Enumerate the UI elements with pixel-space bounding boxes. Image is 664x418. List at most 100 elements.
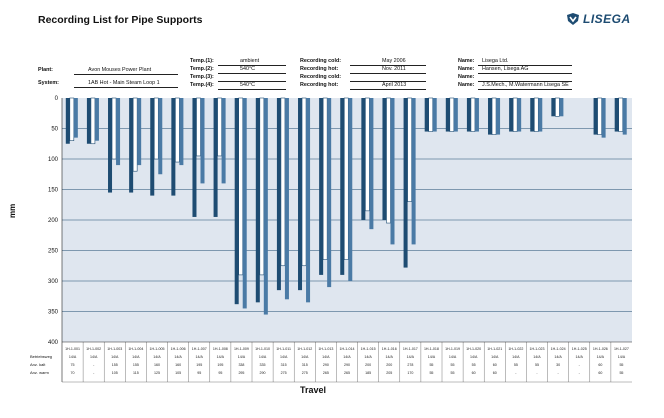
table-cell: 14/A [364,355,372,359]
table-cell: 14/A [301,355,309,359]
bar-design [411,98,416,245]
bar-design [622,98,627,135]
bar-design [432,98,437,132]
table-cell: 105 [175,371,181,375]
bar-cold [361,98,366,220]
table-cell: 14/A [238,355,246,359]
table-cell: 55 [619,371,623,375]
bar-cold [466,98,471,132]
table-cell: 200 [365,363,371,367]
x-axis-label: Travel [300,385,327,395]
bar-hot [597,97,602,135]
bar-cold [614,98,619,132]
table-cell: 315 [281,363,287,367]
name-1-underline [478,65,572,66]
bar-cold [65,98,70,144]
table-cell: 185 [365,371,371,375]
table-cell: 14/A [576,355,584,359]
table-cell: 14/A [280,355,288,359]
bar-hot [132,97,138,172]
bar-cold [234,98,239,305]
table-cell: 125 [154,371,160,375]
bar-hot [428,97,434,132]
temp-3-underline [218,81,286,82]
table-cell: 60 [472,371,476,375]
category-label: 1H-1-026 [593,347,608,351]
bar-hot [533,97,539,132]
bar-cold [171,98,176,196]
table-cell: - [93,363,95,367]
table-cell: 14/A [407,355,415,359]
table-cell: 14/A [90,355,98,359]
name-1-value: Lisega Ltd. [482,58,509,64]
table-cell: 335 [260,363,266,367]
recording-1-label: Recording cold: [300,58,342,64]
recording-4-underline [350,89,426,90]
bar-design [369,98,374,230]
bar-design [496,98,501,135]
bar-design [116,98,121,166]
y-tick-label: 250 [48,249,59,255]
y-tick-label: 350 [48,310,59,316]
table-row-label: Anz. kalt [30,362,46,367]
bar-cold [551,98,556,117]
recording-4-value: April 2013 [382,82,407,88]
bar-hot [386,97,391,224]
table-cell: 55 [429,363,433,367]
category-label: 1H-1-014 [340,347,355,351]
table-cell: 295 [238,371,244,375]
y-tick-label: 400 [48,340,59,346]
table-row-label: Betriebsweg [30,354,52,359]
bar-design [453,98,458,132]
category-label: 1H-1-018 [424,347,439,351]
bar-hot [555,97,560,117]
name-4-underline [478,89,572,90]
category-label: 1H-1-004 [128,347,143,351]
bar-hot [491,97,497,135]
table-cell: 60 [598,371,602,375]
temp-4-label: Temp.(4): [190,82,214,88]
category-label: 1H-1-006 [171,347,186,351]
category-label: 1H-1-013 [318,347,333,351]
bar-hot [322,97,328,260]
table-cell: 290 [323,363,329,367]
category-label: 1H-1-016 [382,347,397,351]
bar-cold [129,98,134,193]
bar-cold [255,98,260,303]
bar-cold [488,98,493,135]
table-cell: 14/A [533,355,541,359]
table-cell: 205 [386,371,392,375]
temp-2-label: Temp.(2): [190,66,214,72]
temp-1-underline [218,65,286,66]
table-cell: 160 [175,363,181,367]
bar-design [474,98,479,132]
bar-cold [213,98,218,217]
category-label: 1H-1-020 [466,347,481,351]
bar-design [158,98,163,175]
table-cell: 115 [133,371,139,375]
category-label: 1H-1-012 [297,347,312,351]
recording-3-label: Recording cold: [300,74,342,80]
bar-cold [530,98,535,132]
bar-hot [280,97,286,267]
table-cell: 195 [196,363,202,367]
table-cell: 14/A [259,355,267,359]
bar-design [306,98,311,303]
table-cell: 14/A [153,355,161,359]
bar-design [94,98,99,141]
table-cell: 290 [344,363,350,367]
bar-design [348,98,353,281]
category-label: 1H-1-015 [361,347,376,351]
table-cell: 95 [197,371,201,375]
bar-cold [593,98,598,135]
name-2-underline [478,73,572,74]
table-cell: 14/A [428,355,436,359]
category-label: 1H-1-011 [276,347,291,351]
category-label: 1H-1-021 [487,347,502,351]
table-cell: - [558,371,560,375]
table-cell: - [93,371,95,375]
y-tick-label: 50 [51,127,58,133]
category-label: 1H-1-019 [445,347,460,351]
table-cell: 315 [302,363,308,367]
